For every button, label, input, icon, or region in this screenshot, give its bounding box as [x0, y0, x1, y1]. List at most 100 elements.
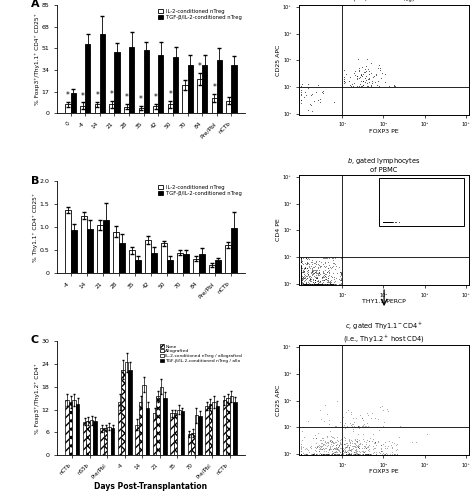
- Point: [325, 445, 333, 453]
- Point: [387, 218, 394, 226]
- Point: [297, 280, 305, 287]
- Point: [392, 218, 399, 226]
- Point: [365, 446, 373, 454]
- Point: [380, 406, 387, 414]
- Point: [315, 442, 323, 450]
- Point: [297, 280, 305, 287]
- Point: [299, 427, 306, 435]
- Point: [298, 276, 305, 283]
- Point: [297, 268, 305, 276]
- Point: [310, 266, 318, 274]
- Point: [297, 450, 305, 458]
- Point: [320, 262, 328, 270]
- Point: [308, 274, 315, 282]
- Point: [308, 280, 315, 287]
- Point: [331, 450, 338, 458]
- Point: [304, 446, 312, 454]
- Point: [335, 442, 343, 450]
- Point: [352, 450, 360, 458]
- Point: [374, 436, 382, 444]
- Text: A: A: [30, 0, 39, 8]
- Point: [361, 74, 369, 82]
- Point: [323, 442, 330, 450]
- Point: [297, 258, 305, 266]
- Point: [299, 280, 307, 287]
- Point: [376, 66, 384, 74]
- Point: [307, 275, 314, 283]
- Point: [308, 264, 315, 272]
- Y-axis label: CD25 APC: CD25 APC: [276, 384, 281, 416]
- Point: [297, 274, 305, 282]
- Point: [335, 441, 343, 449]
- Point: [336, 440, 344, 448]
- Point: [311, 278, 319, 286]
- Point: [338, 450, 346, 458]
- Point: [308, 450, 316, 458]
- Point: [349, 450, 356, 458]
- Point: [363, 450, 370, 458]
- Point: [311, 276, 319, 284]
- Point: [315, 447, 323, 455]
- Point: [340, 448, 348, 456]
- Point: [393, 440, 401, 448]
- Point: [332, 442, 339, 450]
- Bar: [191, 433, 195, 455]
- Point: [326, 280, 334, 287]
- Point: [298, 276, 306, 284]
- Point: [297, 280, 305, 287]
- Point: [297, 280, 305, 287]
- Point: [330, 444, 338, 452]
- Point: [297, 276, 305, 284]
- Point: [323, 280, 330, 287]
- Point: [316, 272, 323, 280]
- Text: *: *: [154, 93, 158, 102]
- Bar: [183, 254, 189, 274]
- Point: [297, 272, 305, 280]
- Text: B: B: [30, 176, 39, 186]
- Point: [297, 274, 305, 281]
- Point: [304, 280, 311, 287]
- Point: [365, 78, 373, 86]
- Point: [336, 436, 344, 444]
- Point: [297, 270, 305, 278]
- Legend: None, Allografted, IL-2-conditioned nTreg / allografted, TGF-β/IL-2-conditioned : None, Allografted, IL-2-conditioned nTre…: [159, 344, 243, 364]
- Point: [314, 96, 321, 104]
- Point: [380, 218, 387, 226]
- Point: [304, 280, 312, 287]
- Point: [371, 439, 378, 447]
- Point: [314, 443, 321, 451]
- Point: [310, 450, 318, 458]
- Point: [302, 280, 310, 287]
- Point: [380, 218, 387, 226]
- Point: [380, 218, 387, 226]
- Point: [380, 218, 387, 226]
- Point: [314, 280, 322, 287]
- Point: [380, 218, 387, 226]
- Point: [297, 280, 305, 287]
- Point: [326, 444, 334, 452]
- Point: [327, 442, 334, 450]
- Point: [317, 95, 324, 103]
- Point: [325, 450, 332, 458]
- Point: [316, 436, 324, 444]
- Point: [297, 264, 305, 272]
- Point: [328, 436, 335, 444]
- Point: [332, 422, 339, 430]
- Point: [312, 280, 319, 287]
- Point: [408, 438, 416, 446]
- Point: [365, 450, 372, 458]
- Point: [380, 450, 388, 458]
- Point: [325, 262, 333, 270]
- Point: [333, 441, 340, 449]
- Point: [345, 443, 353, 451]
- Point: [334, 446, 342, 454]
- Point: [297, 280, 305, 287]
- Point: [324, 268, 331, 276]
- Point: [364, 422, 372, 430]
- Point: [297, 262, 305, 270]
- Point: [338, 448, 346, 456]
- Point: [362, 444, 370, 452]
- Point: [312, 267, 319, 275]
- Point: [380, 218, 387, 226]
- Point: [297, 280, 305, 287]
